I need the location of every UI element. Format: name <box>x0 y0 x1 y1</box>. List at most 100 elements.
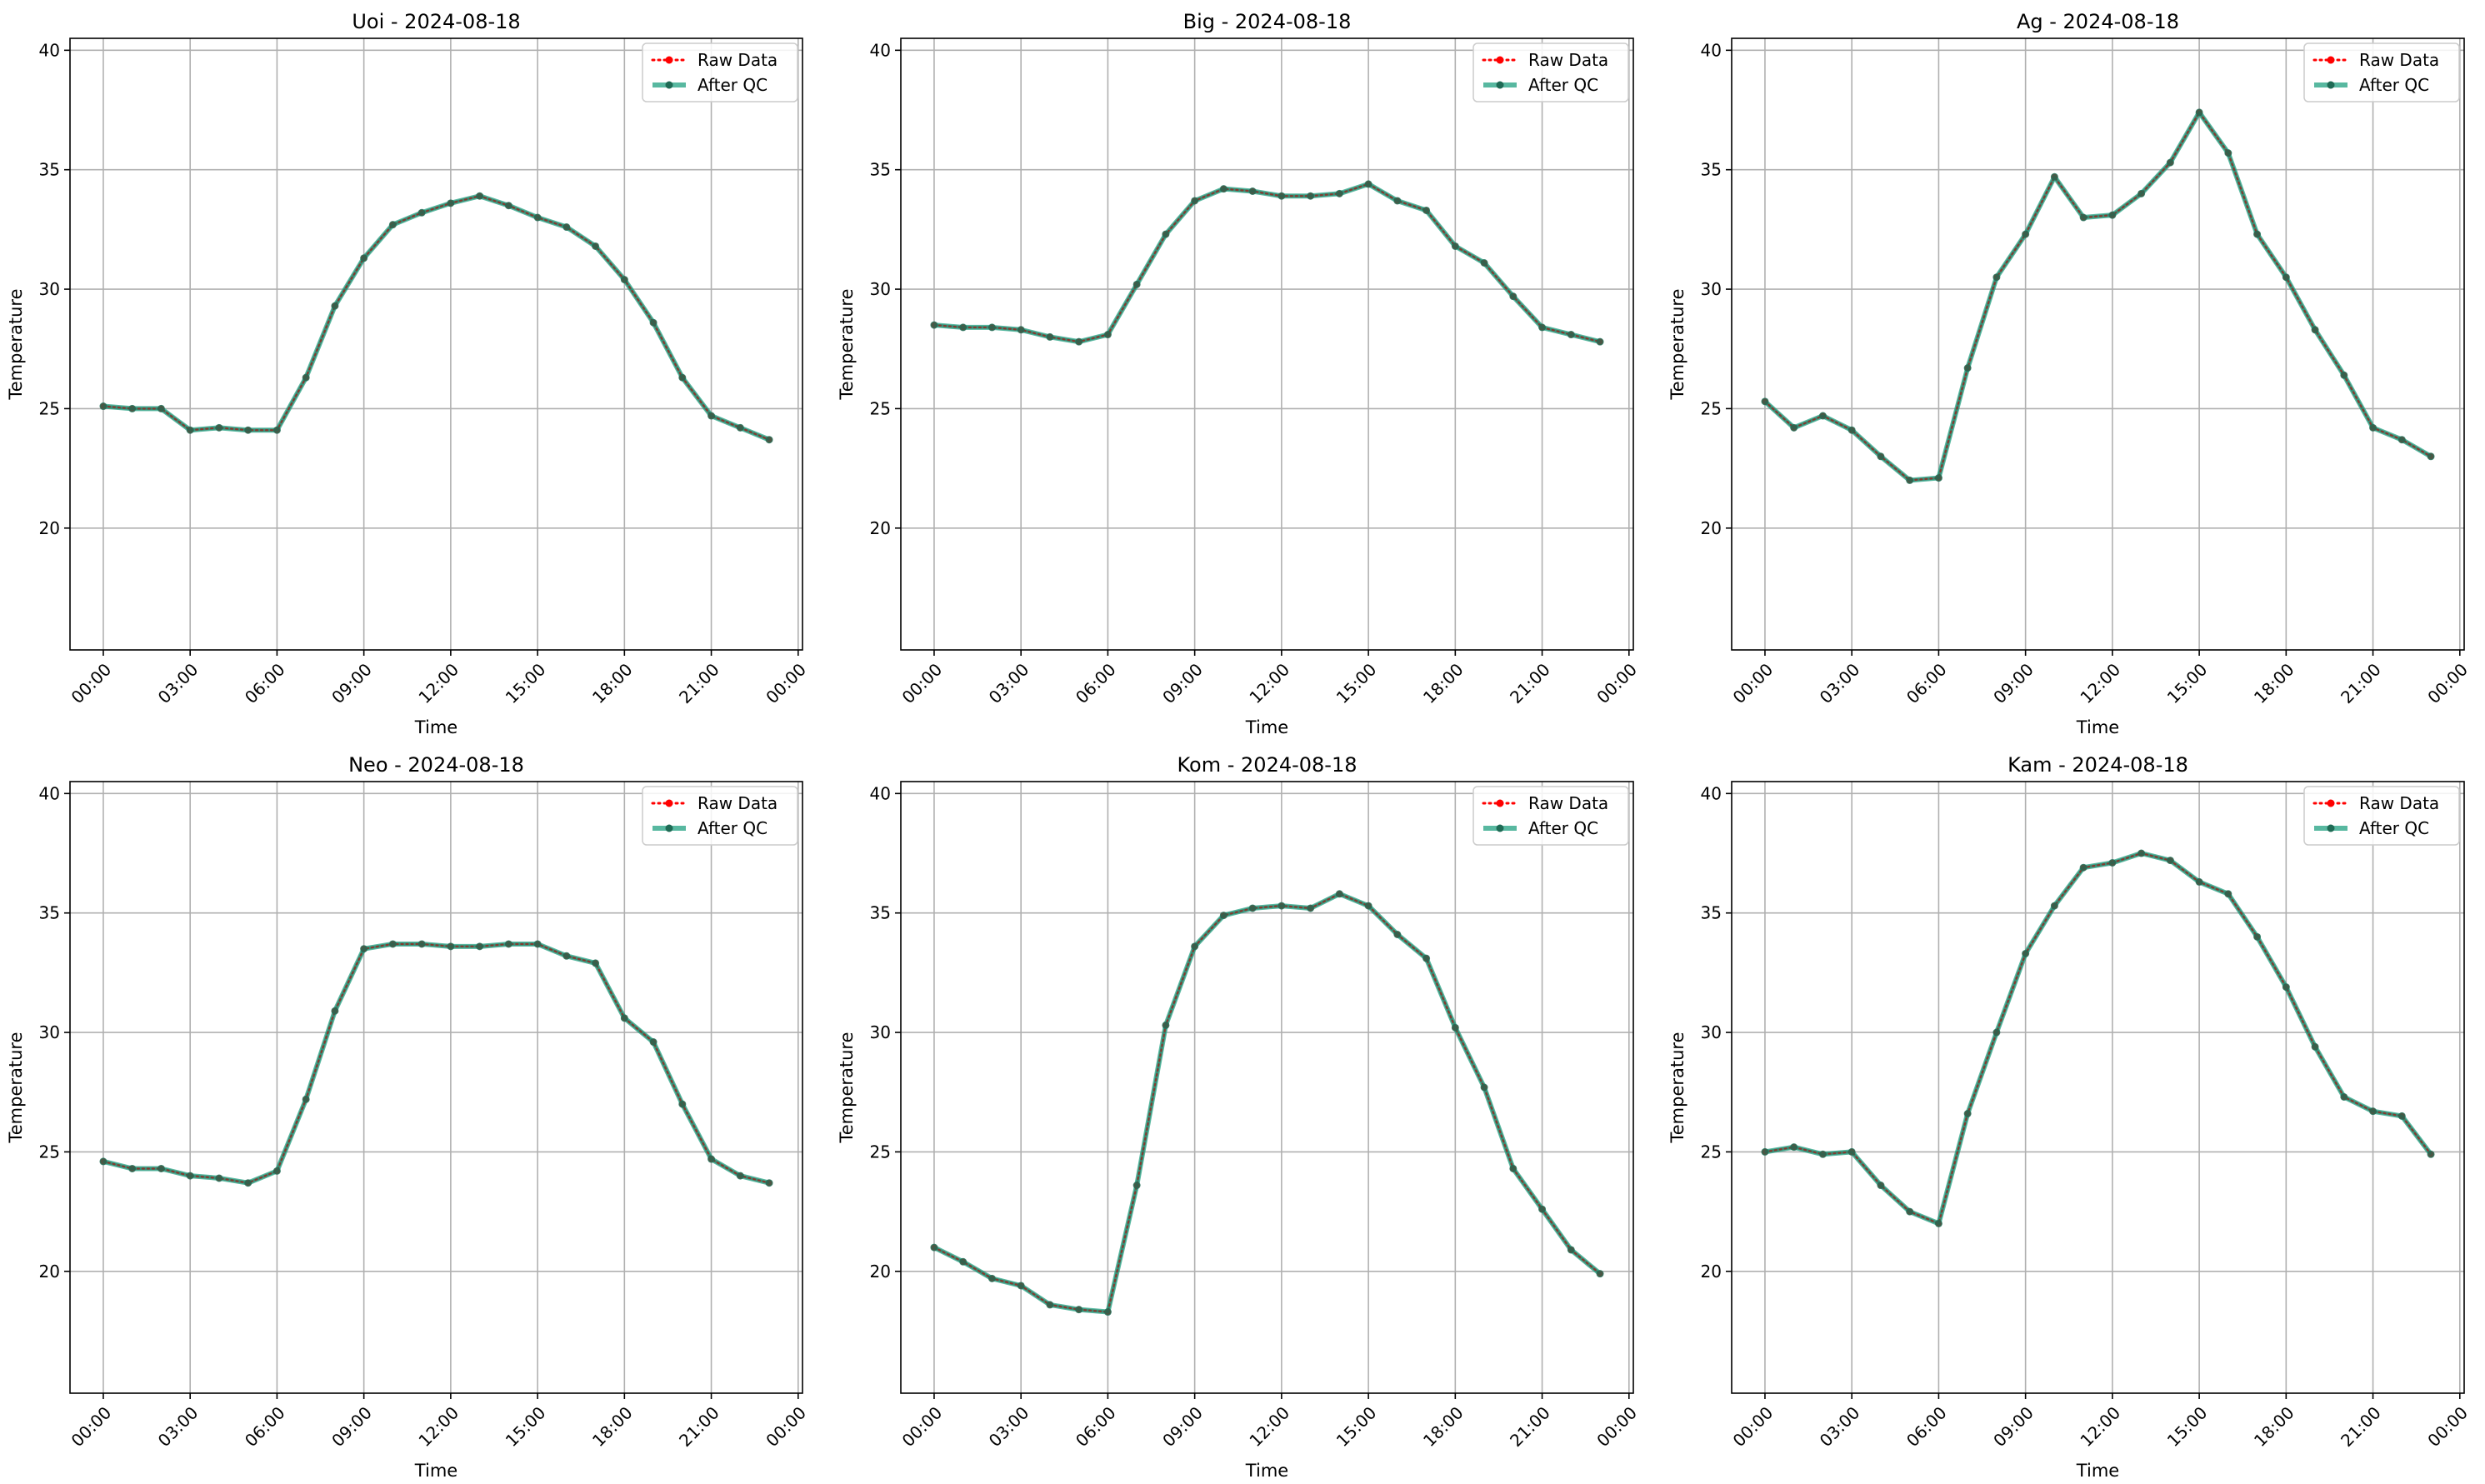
data-point-overlay <box>988 1274 996 1282</box>
data-point-overlay <box>1538 323 1547 332</box>
data-point-overlay <box>447 199 455 207</box>
data-point-overlay <box>1422 206 1431 214</box>
data-point-overlay <box>959 323 968 332</box>
data-point-overlay <box>2282 273 2290 282</box>
data-point-overlay <box>1992 1028 2001 1037</box>
x-axis-ticks: 00:00 03:00 06:00 09:00 12:00 15:00 18:00 21:00… <box>68 650 810 707</box>
data-point-overlay <box>736 1172 744 1180</box>
legend: Raw Data After QC <box>2303 42 2460 102</box>
data-point-overlay <box>649 1038 658 1047</box>
data-point-overlay <box>1906 476 1914 484</box>
legend-label-after-qc: After QC <box>698 75 768 95</box>
data-point-overlay <box>2195 108 2203 117</box>
legend-marker-raw-data <box>2327 799 2335 807</box>
x-axis-label: Time <box>2076 717 2119 737</box>
data-point-overlay <box>1934 474 1942 482</box>
legend-marker-raw-data <box>2327 56 2335 64</box>
data-point-overlay <box>678 1100 687 1108</box>
data-point-overlay <box>302 373 310 382</box>
data-point-overlay <box>272 1167 281 1175</box>
data-point-overlay <box>1278 902 1286 910</box>
subplot-6: 00:00 03:00 06:00 09:00 12:00 15:00 18:00 21:00… <box>1668 753 2472 1481</box>
data-point-overlay <box>244 426 252 434</box>
x-tick-label: 03:00 <box>985 1402 1033 1451</box>
x-tick-label: 21:00 <box>675 659 723 707</box>
data-point-overlay <box>186 1172 194 1180</box>
y-tick-label: 40 <box>1701 40 1722 60</box>
data-point-overlay <box>1818 412 1827 420</box>
subplot-2: 00:00 03:00 06:00 09:00 12:00 15:00 18:00 21:00… <box>837 10 1641 737</box>
y-tick-label: 25 <box>39 398 60 418</box>
plot-area <box>70 38 802 650</box>
chart-title: Ag - 2024-08-18 <box>2017 10 2179 33</box>
subplot-4: 00:00 03:00 06:00 09:00 12:00 15:00 18:00 21:00… <box>6 753 810 1481</box>
data-point-overlay <box>1162 230 1170 238</box>
data-point-overlay <box>1219 185 1228 193</box>
data-point-overlay <box>1132 280 1141 288</box>
legend: Raw Data After QC <box>2303 786 2460 846</box>
data-point-overlay <box>1596 1270 1604 1278</box>
y-axis-label: Temperature <box>837 1032 857 1143</box>
data-point-overlay <box>1877 1182 1885 1190</box>
data-point-overlay <box>418 208 426 217</box>
data-point-overlay <box>1162 1021 1170 1029</box>
series-points-overlay <box>930 180 1604 346</box>
data-point-overlay <box>765 1179 773 1187</box>
y-tick-label: 35 <box>39 903 60 923</box>
data-point-overlay <box>649 318 658 327</box>
x-tick-label: 09:00 <box>328 659 376 707</box>
chart-title: Kom - 2024-08-18 <box>1178 753 1358 777</box>
data-point-overlay <box>765 436 773 444</box>
data-point-overlay <box>1103 331 1112 339</box>
series-points-overlay <box>1761 108 2435 484</box>
y-axis-ticks: 20 25 30 35 40 <box>1701 783 1732 1282</box>
axes-frame <box>1731 37 2465 651</box>
data-point-overlay <box>736 423 744 432</box>
data-point-overlay <box>1451 1023 1459 1032</box>
x-tick-label: 12:00 <box>1245 659 1293 707</box>
data-point-overlay <box>2224 149 2232 157</box>
data-point-overlay <box>592 959 600 967</box>
data-point-overlay <box>1963 1110 1972 1118</box>
data-point-overlay <box>1017 1282 1025 1290</box>
data-point-overlay <box>1393 931 1402 938</box>
x-tick-label: 09:00 <box>1158 1402 1207 1451</box>
data-point-overlay <box>1307 192 1315 200</box>
y-tick-label: 30 <box>870 1022 891 1042</box>
data-point-overlay <box>1422 954 1431 962</box>
x-tick-label: 21:00 <box>1506 659 1554 707</box>
y-axis-label: Temperature <box>1668 1032 1688 1143</box>
x-tick-label: 15:00 <box>502 1402 550 1451</box>
x-tick-label: 18:00 <box>1419 1402 1468 1451</box>
data-point-overlay <box>1992 273 2001 282</box>
data-point-overlay <box>1075 1306 1083 1314</box>
x-tick-label: 21:00 <box>2337 1402 2385 1451</box>
subplot-5: 00:00 03:00 06:00 09:00 12:00 15:00 18:00 21:00… <box>837 753 1641 1481</box>
data-point-overlay <box>302 1095 310 1103</box>
x-tick-label: 03:00 <box>154 1402 202 1451</box>
legend-marker-after-qc <box>2327 81 2335 89</box>
data-point-overlay <box>1046 1301 1054 1309</box>
y-tick-label: 25 <box>1701 1142 1722 1162</box>
x-tick-label: 18:00 <box>2250 659 2298 707</box>
data-point-overlay <box>2108 211 2117 219</box>
x-tick-label: 12:00 <box>414 659 462 707</box>
x-tick-label: 06:00 <box>1902 659 1951 707</box>
data-point-overlay <box>1132 1182 1141 1190</box>
data-point-overlay <box>2079 863 2088 872</box>
legend-marker-after-qc <box>665 81 673 89</box>
x-tick-label: 21:00 <box>2337 659 2385 707</box>
x-tick-label: 03:00 <box>1816 1402 1864 1451</box>
y-tick-label: 40 <box>39 40 60 60</box>
legend-label-after-qc: After QC <box>2359 818 2429 838</box>
x-tick-label: 18:00 <box>2250 1402 2298 1451</box>
y-tick-label: 25 <box>39 1142 60 1162</box>
data-point-overlay <box>2311 326 2319 334</box>
data-point-overlay <box>1364 902 1372 910</box>
data-point-overlay <box>1364 180 1372 188</box>
x-tick-label: 00:00 <box>1729 659 1778 707</box>
data-point-overlay <box>2340 371 2348 379</box>
chart-title: Big - 2024-08-18 <box>1183 10 1352 33</box>
series-points-overlay <box>1761 849 2435 1227</box>
